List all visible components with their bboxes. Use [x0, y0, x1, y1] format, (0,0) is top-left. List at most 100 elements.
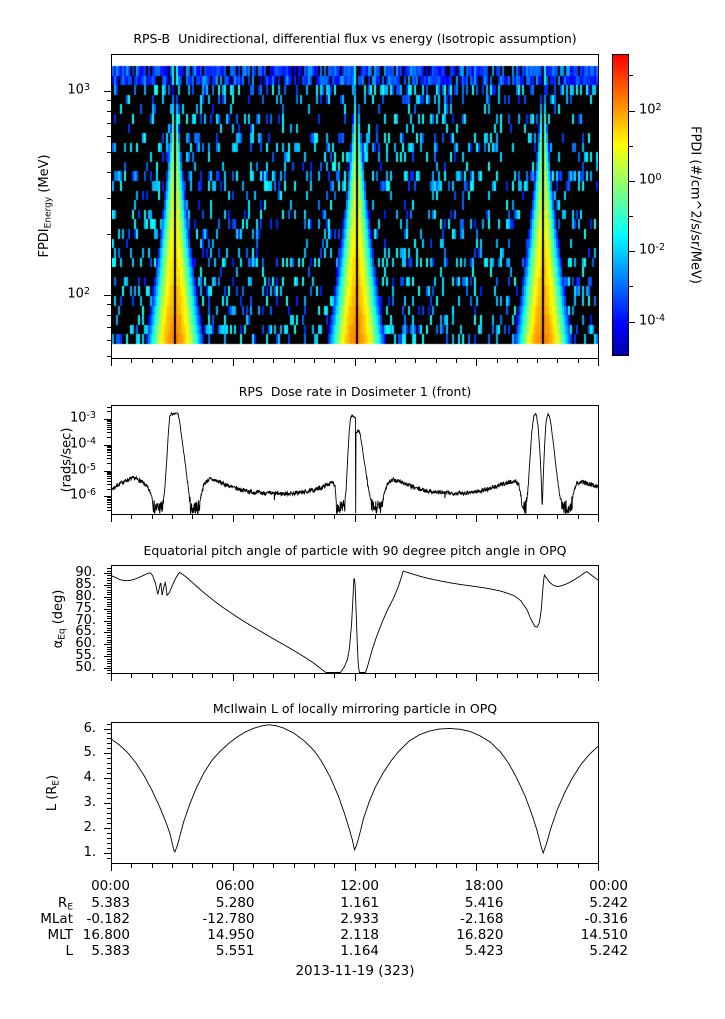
spectrogram-canvas	[112, 55, 598, 358]
x-tick	[517, 674, 518, 678]
x-tick	[578, 864, 579, 868]
y-tick	[107, 748, 111, 749]
x-tick	[598, 864, 599, 871]
eph-row-label: L	[65, 943, 73, 959]
x-tick	[517, 359, 518, 363]
lshell-curve	[112, 724, 598, 855]
panel3-ytick-label: 70.	[75, 612, 96, 628]
panel3-ytick-label: 55.	[75, 648, 96, 664]
y-tick	[107, 647, 111, 648]
y-tick	[107, 463, 111, 464]
time-label: 18:00	[464, 878, 504, 894]
y-tick	[107, 666, 111, 667]
x-tick	[192, 674, 193, 678]
x-tick	[415, 515, 416, 519]
y-tick	[104, 632, 111, 633]
x-tick	[375, 359, 376, 363]
y-tick	[107, 616, 111, 617]
x-tick	[557, 359, 558, 363]
panel3-ytick-label: 85.	[75, 576, 96, 592]
y-tick	[629, 181, 635, 182]
pitch-angle-curve	[112, 570, 598, 673]
x-tick	[578, 359, 579, 363]
y-tick	[104, 445, 111, 446]
x-tick	[172, 359, 173, 363]
y-tick	[107, 198, 111, 199]
y-tick	[107, 484, 111, 485]
y-tick	[107, 575, 111, 576]
panel4-frame	[111, 722, 599, 864]
y-tick	[107, 455, 111, 456]
y-tick	[104, 496, 111, 497]
y-tick	[107, 743, 111, 744]
x-tick	[355, 515, 356, 522]
y-tick	[104, 778, 111, 779]
y-tick	[107, 813, 111, 814]
y-tick	[107, 421, 111, 422]
y-tick	[107, 642, 111, 643]
x-tick	[517, 864, 518, 868]
y-tick	[107, 356, 111, 357]
x-tick	[415, 864, 416, 868]
panel3-ytick-label: 50.	[75, 660, 96, 675]
x-tick	[476, 359, 477, 366]
y-tick	[107, 843, 111, 844]
x-tick	[294, 864, 295, 868]
x-tick	[334, 674, 335, 678]
y-tick	[107, 499, 111, 500]
y-tick	[629, 75, 633, 76]
eph-value: 5.383	[91, 895, 130, 911]
colorbar-label: FPDI (#/cm^2/s/sr/MeV)	[687, 126, 703, 284]
x-tick	[233, 359, 234, 366]
x-tick	[436, 864, 437, 868]
x-tick	[314, 359, 315, 363]
x-tick	[537, 515, 538, 519]
y-tick	[107, 628, 111, 629]
y-tick	[107, 733, 111, 734]
y-tick	[107, 670, 111, 671]
dose-rate-curve	[112, 412, 598, 514]
eph-value: 14.510	[580, 927, 628, 943]
y-tick	[107, 659, 111, 660]
y-tick	[107, 123, 111, 124]
y-tick	[107, 411, 111, 412]
x-tick	[334, 864, 335, 868]
y-tick	[107, 478, 111, 479]
x-tick	[497, 864, 498, 868]
y-tick	[107, 420, 111, 421]
x-tick	[456, 864, 457, 868]
eph-value: 5.242	[589, 895, 628, 911]
y-tick	[107, 618, 111, 619]
x-tick	[598, 515, 599, 522]
y-tick	[107, 111, 111, 112]
x-tick	[253, 674, 254, 678]
y-tick	[107, 578, 111, 579]
y-tick	[107, 449, 111, 450]
y-tick	[107, 423, 111, 424]
y-tick	[107, 172, 111, 173]
y-tick	[104, 471, 111, 472]
y-tick	[107, 315, 111, 316]
panel4-title: McIlwain L of locally mirroring particle…	[212, 701, 498, 716]
x-tick	[436, 359, 437, 363]
y-tick	[107, 427, 111, 428]
panel2-ytick-label: 10-6	[69, 487, 96, 503]
x-tick	[233, 864, 234, 871]
x-tick	[355, 674, 356, 681]
y-tick	[107, 763, 111, 764]
x-tick	[456, 515, 457, 519]
x-tick	[131, 674, 132, 678]
x-tick	[375, 864, 376, 868]
pitch-path	[112, 570, 598, 673]
y-tick	[107, 340, 111, 341]
colorbar-gradient	[613, 55, 628, 355]
y-tick	[107, 663, 111, 664]
panel2-ytick-label: 10-3	[69, 409, 96, 426]
y-tick	[107, 327, 111, 328]
x-tick	[436, 515, 437, 519]
y-tick	[107, 630, 111, 631]
x-tick	[476, 864, 477, 871]
y-tick	[107, 606, 111, 607]
eph-value: 5.280	[215, 895, 255, 911]
